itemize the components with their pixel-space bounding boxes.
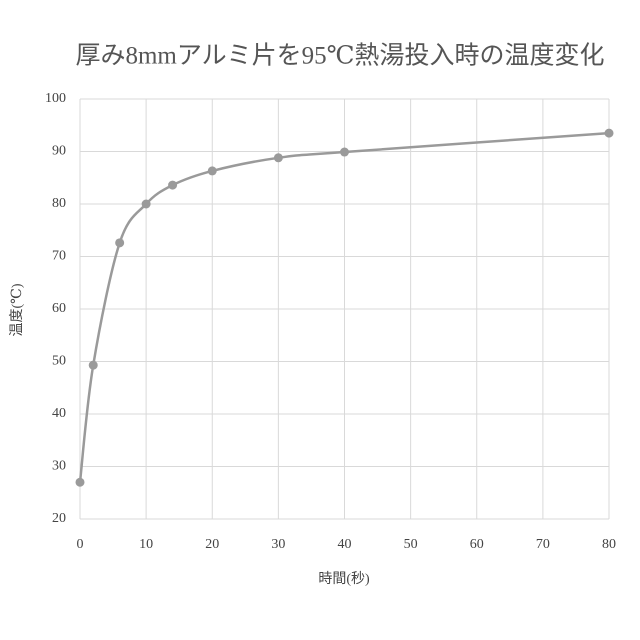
y-tick-label: 60 [52, 301, 66, 316]
y-tick-label: 20 [52, 511, 66, 526]
x-tick-label: 60 [470, 537, 484, 552]
y-tick-label: 100 [45, 91, 66, 106]
y-tick-label: 70 [52, 249, 66, 264]
y-tick-label: 40 [52, 406, 66, 421]
x-tick-label: 80 [602, 537, 616, 552]
x-tick-label: 50 [404, 537, 418, 552]
data-point [76, 478, 85, 487]
y-axis-label: 温度(℃) [9, 283, 25, 336]
x-tick-label: 10 [139, 537, 153, 552]
chart: 厚み8mmアルミ片を95℃熱湯投入時の温度変化 時間(秒) 温度(℃) 20 30… [0, 0, 640, 640]
x-tick-label: 70 [536, 537, 550, 552]
chart-title: 厚み8mmアルミ片を95℃熱湯投入時の温度変化 [75, 42, 604, 70]
y-tick-label: 80 [52, 196, 66, 211]
data-point [89, 361, 98, 370]
data-point [340, 148, 349, 157]
data-point [142, 200, 151, 209]
x-tick-label: 30 [271, 537, 285, 552]
y-tick-label: 30 [52, 459, 66, 474]
x-tick-label: 20 [205, 537, 219, 552]
x-tick-label: 40 [338, 537, 352, 552]
x-tick-label: 0 [77, 537, 84, 552]
data-point [168, 181, 177, 190]
data-point [115, 238, 124, 247]
x-axis-label: 時間(秒) [318, 571, 370, 587]
data-point [208, 166, 217, 175]
y-tick-label: 50 [52, 354, 66, 369]
data-point [274, 153, 283, 162]
y-tick-label: 90 [52, 144, 66, 159]
data-point [605, 129, 614, 138]
